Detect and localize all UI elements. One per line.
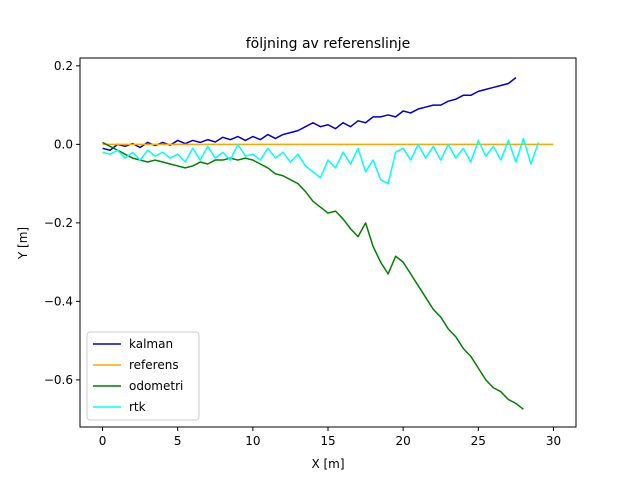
x-tick-label: 10 [245, 434, 260, 448]
y-tick-label: 0.0 [54, 137, 73, 151]
series-line-rtk [102, 137, 540, 185]
legend-box [86, 331, 200, 421]
x-tick-label: 25 [471, 434, 486, 448]
y-tick-label: 0.2 [54, 59, 73, 73]
legend-label-referens: referens [129, 358, 179, 372]
x-axis-label: X [m] [311, 457, 344, 471]
x-ticks: 0 5 10 15 20 25 30 [99, 427, 561, 448]
legend: kalman referens odometri rtk [86, 331, 200, 421]
y-tick-label: −0.6 [44, 373, 73, 387]
y-axis-label: Y [m] [16, 227, 30, 260]
legend-label-odometri: odometri [129, 379, 183, 393]
legend-label-rtk: rtk [129, 400, 146, 414]
legend-label-kalman: kalman [129, 337, 173, 351]
x-tick-label: 15 [320, 434, 335, 448]
y-ticks: 0.2 0.0 −0.2 −0.4 −0.6 [44, 59, 80, 387]
y-tick-label: −0.2 [44, 216, 73, 230]
x-tick-label: 20 [396, 434, 411, 448]
x-tick-label: 0 [99, 434, 107, 448]
series-line-odometri [102, 141, 524, 410]
y-tick-label: −0.4 [44, 294, 73, 308]
series-layer [102, 77, 554, 410]
chart-title: följning av referenslinje [246, 36, 411, 52]
x-tick-label: 5 [174, 434, 182, 448]
plot-area [79, 57, 577, 428]
x-tick-label: 30 [546, 434, 561, 448]
